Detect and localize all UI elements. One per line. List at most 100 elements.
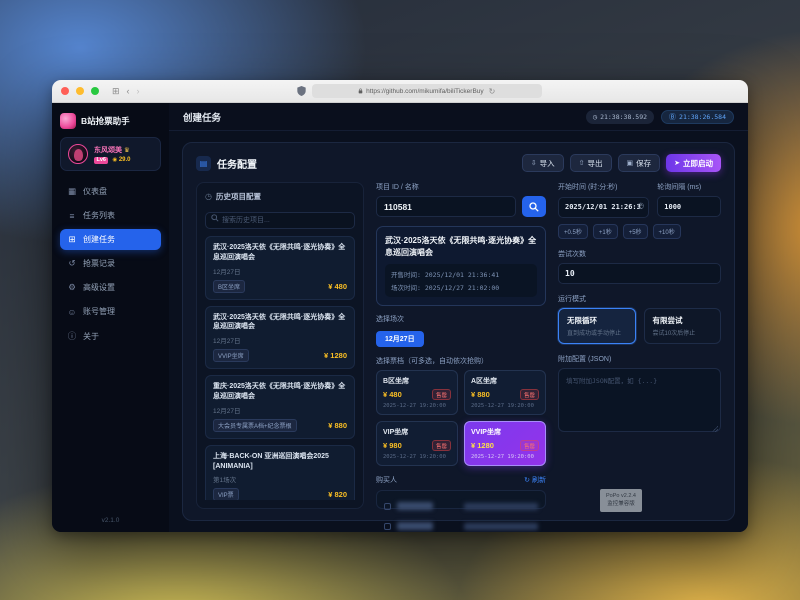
price: ¥ 880	[471, 390, 490, 400]
export-button[interactable]: ⇧ 导出	[569, 154, 612, 172]
start-time-input[interactable]	[558, 196, 650, 218]
sidebar-toggle-icon[interactable]: ⊞	[112, 85, 120, 96]
gear-icon: ⚙	[68, 282, 76, 292]
tier-tag: 大会员专属票A档+纪念票根	[213, 418, 297, 432]
tier-card-b[interactable]: B区坐席 ¥ 480 售罄 2025-12-27 19:20:00	[376, 370, 458, 416]
buyer-name-redacted	[397, 522, 433, 531]
save-button[interactable]: ▣ 保存	[617, 154, 661, 172]
search-icon	[211, 214, 219, 222]
list-item[interactable]: 上海·BACK-ON 亚洲巡回演唱会2025 [ANIMANIA] 第1场次 V…	[205, 444, 355, 500]
back-icon[interactable]: ‹	[126, 85, 130, 96]
project-name: 武汉·2025洛天依《无限共鸣·逐光协奏》全息巡回演唱会	[385, 236, 537, 257]
local-time: 21:38:38.592	[600, 112, 648, 121]
sidebar-item-create-task[interactable]: ⊞ 创建任务	[60, 229, 161, 250]
json-config-textarea[interactable]	[558, 367, 721, 432]
create-task-icon: ⊞	[68, 234, 76, 244]
history-list: 武汉·2025洛天依《无限共鸣·逐光协奏》全息巡回演唱会 12月27日 B区坐席…	[205, 236, 355, 500]
mode-infinite-loop[interactable]: 无限循环 直到成功或手动停止	[558, 307, 636, 344]
reload-icon[interactable]: ↻	[488, 86, 496, 96]
quick-add-button[interactable]: +1秒	[592, 223, 618, 239]
sidebar-item-advanced-settings[interactable]: ⚙ 高级设置	[60, 277, 161, 298]
buyer-row[interactable]	[384, 516, 538, 532]
buyer-id-redacted	[464, 522, 538, 530]
server-time: 21:38:26.584	[679, 112, 726, 121]
checkbox[interactable]	[384, 522, 391, 530]
buyers-refresh-link[interactable]: ↻ 刷新	[524, 477, 546, 485]
app-logo-row: B站抢票助手	[60, 113, 161, 129]
mode-limited-attempts[interactable]: 有限尝试 尝试10次后停止	[643, 307, 721, 344]
sidebar-item-task-list[interactable]: ≡ 任务列表	[60, 205, 161, 226]
app-root: B站抢票助手 东风颂美 ♛ Lv6 29.0 ▦	[52, 103, 748, 532]
status-badge: 售罄	[431, 389, 451, 401]
minimize-window-button[interactable]	[76, 87, 84, 95]
forward-icon[interactable]: ›	[136, 85, 140, 96]
list-item[interactable]: 武汉·2025洛天依《无限共鸣·逐光协奏》全息巡回演唱会 12月27日 B区坐席…	[205, 236, 355, 300]
mode-label: 运行模式	[558, 295, 586, 303]
quick-add-button[interactable]: +0.5秒	[558, 223, 588, 239]
address-bar[interactable]: https://github.com/mikumifa/biliTickerBu…	[311, 84, 542, 98]
sidebar-item-about[interactable]: ⓘ 关于	[60, 325, 161, 347]
tier-card-vip[interactable]: VIP坐席 ¥ 980 售罄 2025-12-27 19:20:00	[376, 421, 458, 467]
user-card[interactable]: 东风颂美 ♛ Lv6 29.0	[60, 137, 161, 171]
content-area: ▤ 任务配置 ⇩ 导入 ⇧ 导出 ▣	[169, 131, 748, 532]
buyers-label: 购买人	[376, 477, 397, 485]
project-search-button[interactable]	[522, 196, 546, 217]
list-item[interactable]: 武汉·2025洛天依《无限共鸣·逐光协奏》全息巡回演唱会 12月27日 VVIP…	[205, 305, 355, 370]
attempts-input[interactable]	[558, 262, 721, 284]
price: ¥ 980	[383, 441, 402, 451]
app-version: v2.1.0	[101, 517, 120, 524]
sidebar-item-account[interactable]: ☺ 账号管理	[60, 301, 161, 322]
config-doc-icon: ▤	[196, 155, 211, 171]
history-icon: ↺	[68, 258, 76, 268]
server-time-pill: Ⓑ 21:38:26.584	[661, 109, 734, 124]
project-id-input[interactable]	[376, 196, 516, 217]
import-button[interactable]: ⇩ 导入	[521, 154, 564, 172]
interval-input[interactable]	[657, 196, 721, 217]
level-badge: Lv6	[94, 156, 109, 164]
sidebar-item-label: 仪表盘	[83, 187, 107, 196]
project-card: 武汉·2025洛天依《无限共鸣·逐光协奏》全息巡回演唱会 开售时间: 2025/…	[376, 226, 546, 307]
price: ¥ 480	[383, 390, 402, 400]
checkbox[interactable]	[384, 502, 391, 510]
export-icon: ⇧	[578, 160, 585, 167]
close-window-button[interactable]	[61, 87, 69, 95]
person-icon: ☺	[67, 306, 77, 317]
list-item[interactable]: 重庆·2025洛天依《无限共鸣·逐光协奏》全息巡回演唱会 12月27日 大会员专…	[205, 375, 355, 439]
coin-count: 29.0	[112, 157, 131, 163]
crown-icon: ♛	[123, 146, 130, 154]
section-title: 任务配置	[217, 159, 257, 171]
show-time: 场次时间: 2025/12/27 21:02:00	[391, 284, 500, 293]
zoom-window-button[interactable]	[91, 87, 99, 95]
buyers-list[interactable]	[376, 490, 546, 531]
tier-label: 选择票档（可多选，自动依次抢购）	[376, 358, 488, 366]
session-label: 选择场次	[376, 316, 404, 324]
tier-card-vvip-selected[interactable]: VVIP坐席 ¥ 1280 售罄 2025-12-27 19:20:00	[464, 421, 546, 467]
sidebar-item-dashboard[interactable]: ▦ 仪表盘	[60, 181, 161, 202]
tier-tag: B区坐席	[213, 279, 246, 293]
launch-button[interactable]: ➤ 立即启动	[666, 154, 721, 172]
tier-tag: VVIP坐席	[213, 349, 249, 363]
start-time-label: 开始时间 (时:分:秒)	[558, 184, 618, 191]
interval-label: 轮询间隔 (ms)	[657, 184, 702, 191]
task-config-card: ▤ 任务配置 ⇩ 导入 ⇧ 导出 ▣	[182, 142, 735, 531]
datetime-icon[interactable]: ◷	[637, 201, 645, 210]
user-name: 东风颂美 ♛	[94, 146, 130, 154]
import-icon: ⇩	[530, 160, 537, 167]
attempts-label: 尝试次数	[558, 250, 586, 258]
tier-tag: VIP票	[213, 488, 239, 500]
tier-grid: B区坐席 ¥ 480 售罄 2025-12-27 19:20:00 A区坐席	[376, 370, 546, 467]
price: ¥ 480	[328, 281, 347, 291]
url-area: https://github.com/mikumifa/biliTickerBu…	[147, 84, 692, 98]
history-search-input[interactable]	[205, 212, 355, 229]
rocket-icon: ➤	[674, 160, 680, 167]
lock-icon	[358, 88, 363, 94]
buyer-name-redacted	[397, 502, 433, 511]
quick-add-button[interactable]: +10秒	[652, 223, 681, 239]
session-chip[interactable]: 12月27日	[376, 331, 424, 348]
sidebar-item-record[interactable]: ↺ 抢票记录	[60, 253, 161, 274]
tier-card-a[interactable]: A区坐席 ¥ 880 售罄 2025-12-27 19:20:00	[464, 370, 546, 416]
sale-time: 开售时间: 2025/12/01 21:36:41	[391, 271, 500, 280]
main-area: 创建任务 ◷ 21:38:38.592 Ⓑ 21:38:26.584 ▤	[169, 103, 748, 532]
quick-add-button[interactable]: +5秒	[622, 223, 648, 239]
buyer-row[interactable]	[384, 496, 538, 516]
